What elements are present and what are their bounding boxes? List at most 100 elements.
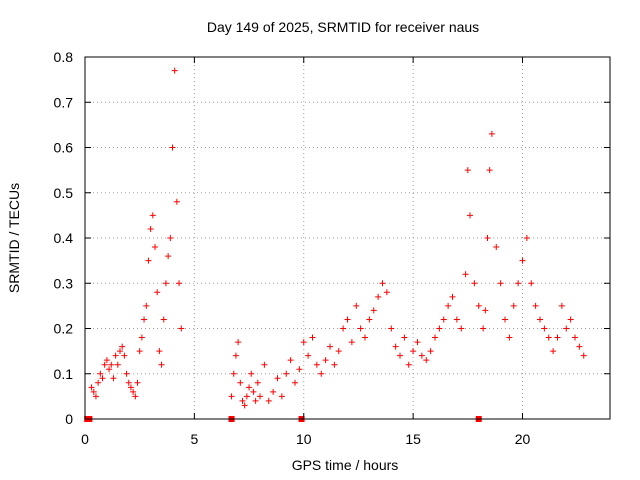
data-point [537, 316, 543, 323]
data-point [558, 302, 565, 309]
data-point [449, 293, 456, 300]
data-point [464, 167, 471, 174]
data-point [432, 334, 438, 341]
x-tick-label: 10 [296, 431, 312, 447]
data-point [265, 397, 272, 404]
data-point [392, 343, 399, 350]
data-point [506, 334, 513, 341]
data-point [296, 366, 303, 373]
data-point [488, 130, 495, 137]
data-point [106, 366, 113, 373]
x-tick-label: 5 [190, 431, 198, 447]
y-axis-label: SRMTID / TECUs [6, 183, 22, 293]
y-tick-label: 0.1 [54, 366, 74, 382]
data-point [178, 325, 185, 332]
x-axis-label: GPS time / hours [292, 457, 399, 473]
data-point [370, 307, 377, 314]
data-point [532, 302, 539, 309]
data-point [127, 384, 134, 391]
data-point [375, 293, 382, 300]
data-point [480, 325, 487, 332]
data-point [119, 343, 126, 350]
data-point [138, 334, 145, 341]
data-point [143, 302, 150, 309]
data-point [462, 271, 469, 278]
data-point [388, 325, 395, 332]
data-point [239, 397, 246, 404]
data-point [246, 384, 253, 391]
data-point [436, 325, 443, 332]
data-point [232, 352, 239, 359]
data-point [405, 361, 412, 368]
data-point [243, 393, 250, 400]
data-point [283, 370, 290, 377]
data-point [257, 393, 263, 400]
data-point [145, 257, 152, 264]
data-point [484, 235, 491, 241]
y-tick-label: 0.8 [54, 49, 74, 65]
y-tick-label: 0.6 [54, 140, 74, 156]
chart-title: Day 149 of 2025, SRMTID for receiver nau… [207, 19, 479, 35]
data-point [125, 379, 132, 386]
data-point [309, 334, 316, 341]
data-point [318, 370, 325, 377]
y-tick-label: 0.7 [54, 94, 74, 110]
data-point [423, 357, 430, 364]
data-point [241, 402, 248, 409]
data-point [97, 370, 104, 377]
data-point [162, 280, 169, 287]
data-point [235, 339, 242, 346]
data-point [230, 370, 237, 377]
data-point [252, 397, 259, 404]
y-tick-label: 0 [65, 411, 73, 427]
data-point [228, 393, 235, 400]
y-tick-label: 0.5 [54, 185, 74, 201]
data-point [545, 334, 552, 341]
data-point [563, 325, 570, 332]
data-point [88, 384, 95, 391]
data-point [515, 280, 522, 287]
data-point [117, 348, 123, 355]
data-point [541, 325, 548, 332]
data-point [475, 302, 482, 309]
data-point [158, 361, 165, 368]
data-point [160, 316, 167, 323]
data-point [132, 393, 139, 400]
data-point [414, 339, 421, 346]
data-point [340, 325, 347, 332]
data-point [92, 393, 99, 400]
data-point [580, 352, 587, 359]
data-point [519, 257, 526, 264]
data-point [497, 280, 504, 287]
data-point [554, 334, 561, 341]
data-point [110, 375, 117, 382]
data-point [95, 379, 102, 386]
data-point [572, 334, 578, 341]
data-point [427, 348, 434, 355]
data-point [250, 388, 257, 395]
data-point [108, 361, 115, 368]
data-point [510, 302, 517, 309]
data-point [523, 235, 530, 241]
data-point [383, 289, 390, 296]
data-point [453, 316, 460, 323]
data-point [379, 280, 386, 287]
axis-ticks [84, 56, 610, 420]
data-point [445, 302, 452, 309]
data-point [335, 348, 342, 355]
data-point [274, 375, 281, 382]
data-point [344, 316, 351, 323]
data-point [502, 316, 508, 323]
data-point [440, 316, 447, 323]
data-point [458, 325, 465, 332]
data-point [493, 244, 500, 251]
x-tick-label: 0 [81, 431, 89, 447]
data-point [136, 348, 143, 355]
data-point [410, 348, 417, 355]
data-point [313, 361, 320, 368]
y-tick-labels: 0 0.1 0.2 0.3 0.4 0.5 0.6 0.7 0.8 [54, 49, 74, 427]
data-point [90, 388, 97, 395]
data-point [550, 348, 557, 355]
data-point [300, 339, 307, 346]
